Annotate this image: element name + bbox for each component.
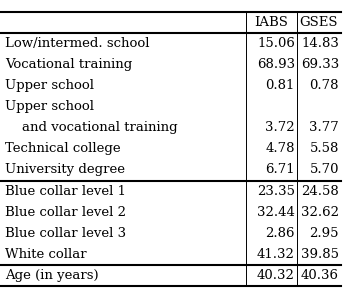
Text: 2.95: 2.95: [310, 227, 339, 240]
Text: Blue collar level 3: Blue collar level 3: [5, 227, 126, 240]
Text: 40.32: 40.32: [257, 269, 295, 282]
Text: 0.78: 0.78: [310, 79, 339, 92]
Text: 3.72: 3.72: [265, 121, 295, 134]
Text: Technical college: Technical college: [5, 142, 120, 155]
Text: Age (in years): Age (in years): [5, 269, 98, 282]
Text: 3.77: 3.77: [309, 121, 339, 134]
Text: University degree: University degree: [5, 163, 125, 176]
Text: GSES: GSES: [299, 16, 338, 29]
Text: 15.06: 15.06: [257, 37, 295, 50]
Text: 32.44: 32.44: [257, 206, 295, 219]
Text: 5.58: 5.58: [310, 142, 339, 155]
Text: Upper school: Upper school: [5, 100, 94, 113]
Text: and vocational training: and vocational training: [5, 121, 178, 134]
Text: 2.86: 2.86: [265, 227, 295, 240]
Text: 69.33: 69.33: [301, 58, 339, 71]
Text: Blue collar level 1: Blue collar level 1: [5, 185, 126, 198]
Text: 5.70: 5.70: [310, 163, 339, 176]
Text: White collar: White collar: [5, 248, 86, 261]
Text: IABS: IABS: [254, 16, 288, 29]
Text: 40.36: 40.36: [301, 269, 339, 282]
Text: 14.83: 14.83: [301, 37, 339, 50]
Text: Low/intermed. school: Low/intermed. school: [5, 37, 149, 50]
Text: Vocational training: Vocational training: [5, 58, 132, 71]
Text: 6.71: 6.71: [265, 163, 295, 176]
Text: 39.85: 39.85: [301, 248, 339, 261]
Text: 24.58: 24.58: [301, 185, 339, 198]
Text: 68.93: 68.93: [257, 58, 295, 71]
Text: 4.78: 4.78: [265, 142, 295, 155]
Text: Upper school: Upper school: [5, 79, 94, 92]
Text: 41.32: 41.32: [257, 248, 295, 261]
Text: 32.62: 32.62: [301, 206, 339, 219]
Text: 23.35: 23.35: [257, 185, 295, 198]
Text: Blue collar level 2: Blue collar level 2: [5, 206, 126, 219]
Text: 0.81: 0.81: [266, 79, 295, 92]
